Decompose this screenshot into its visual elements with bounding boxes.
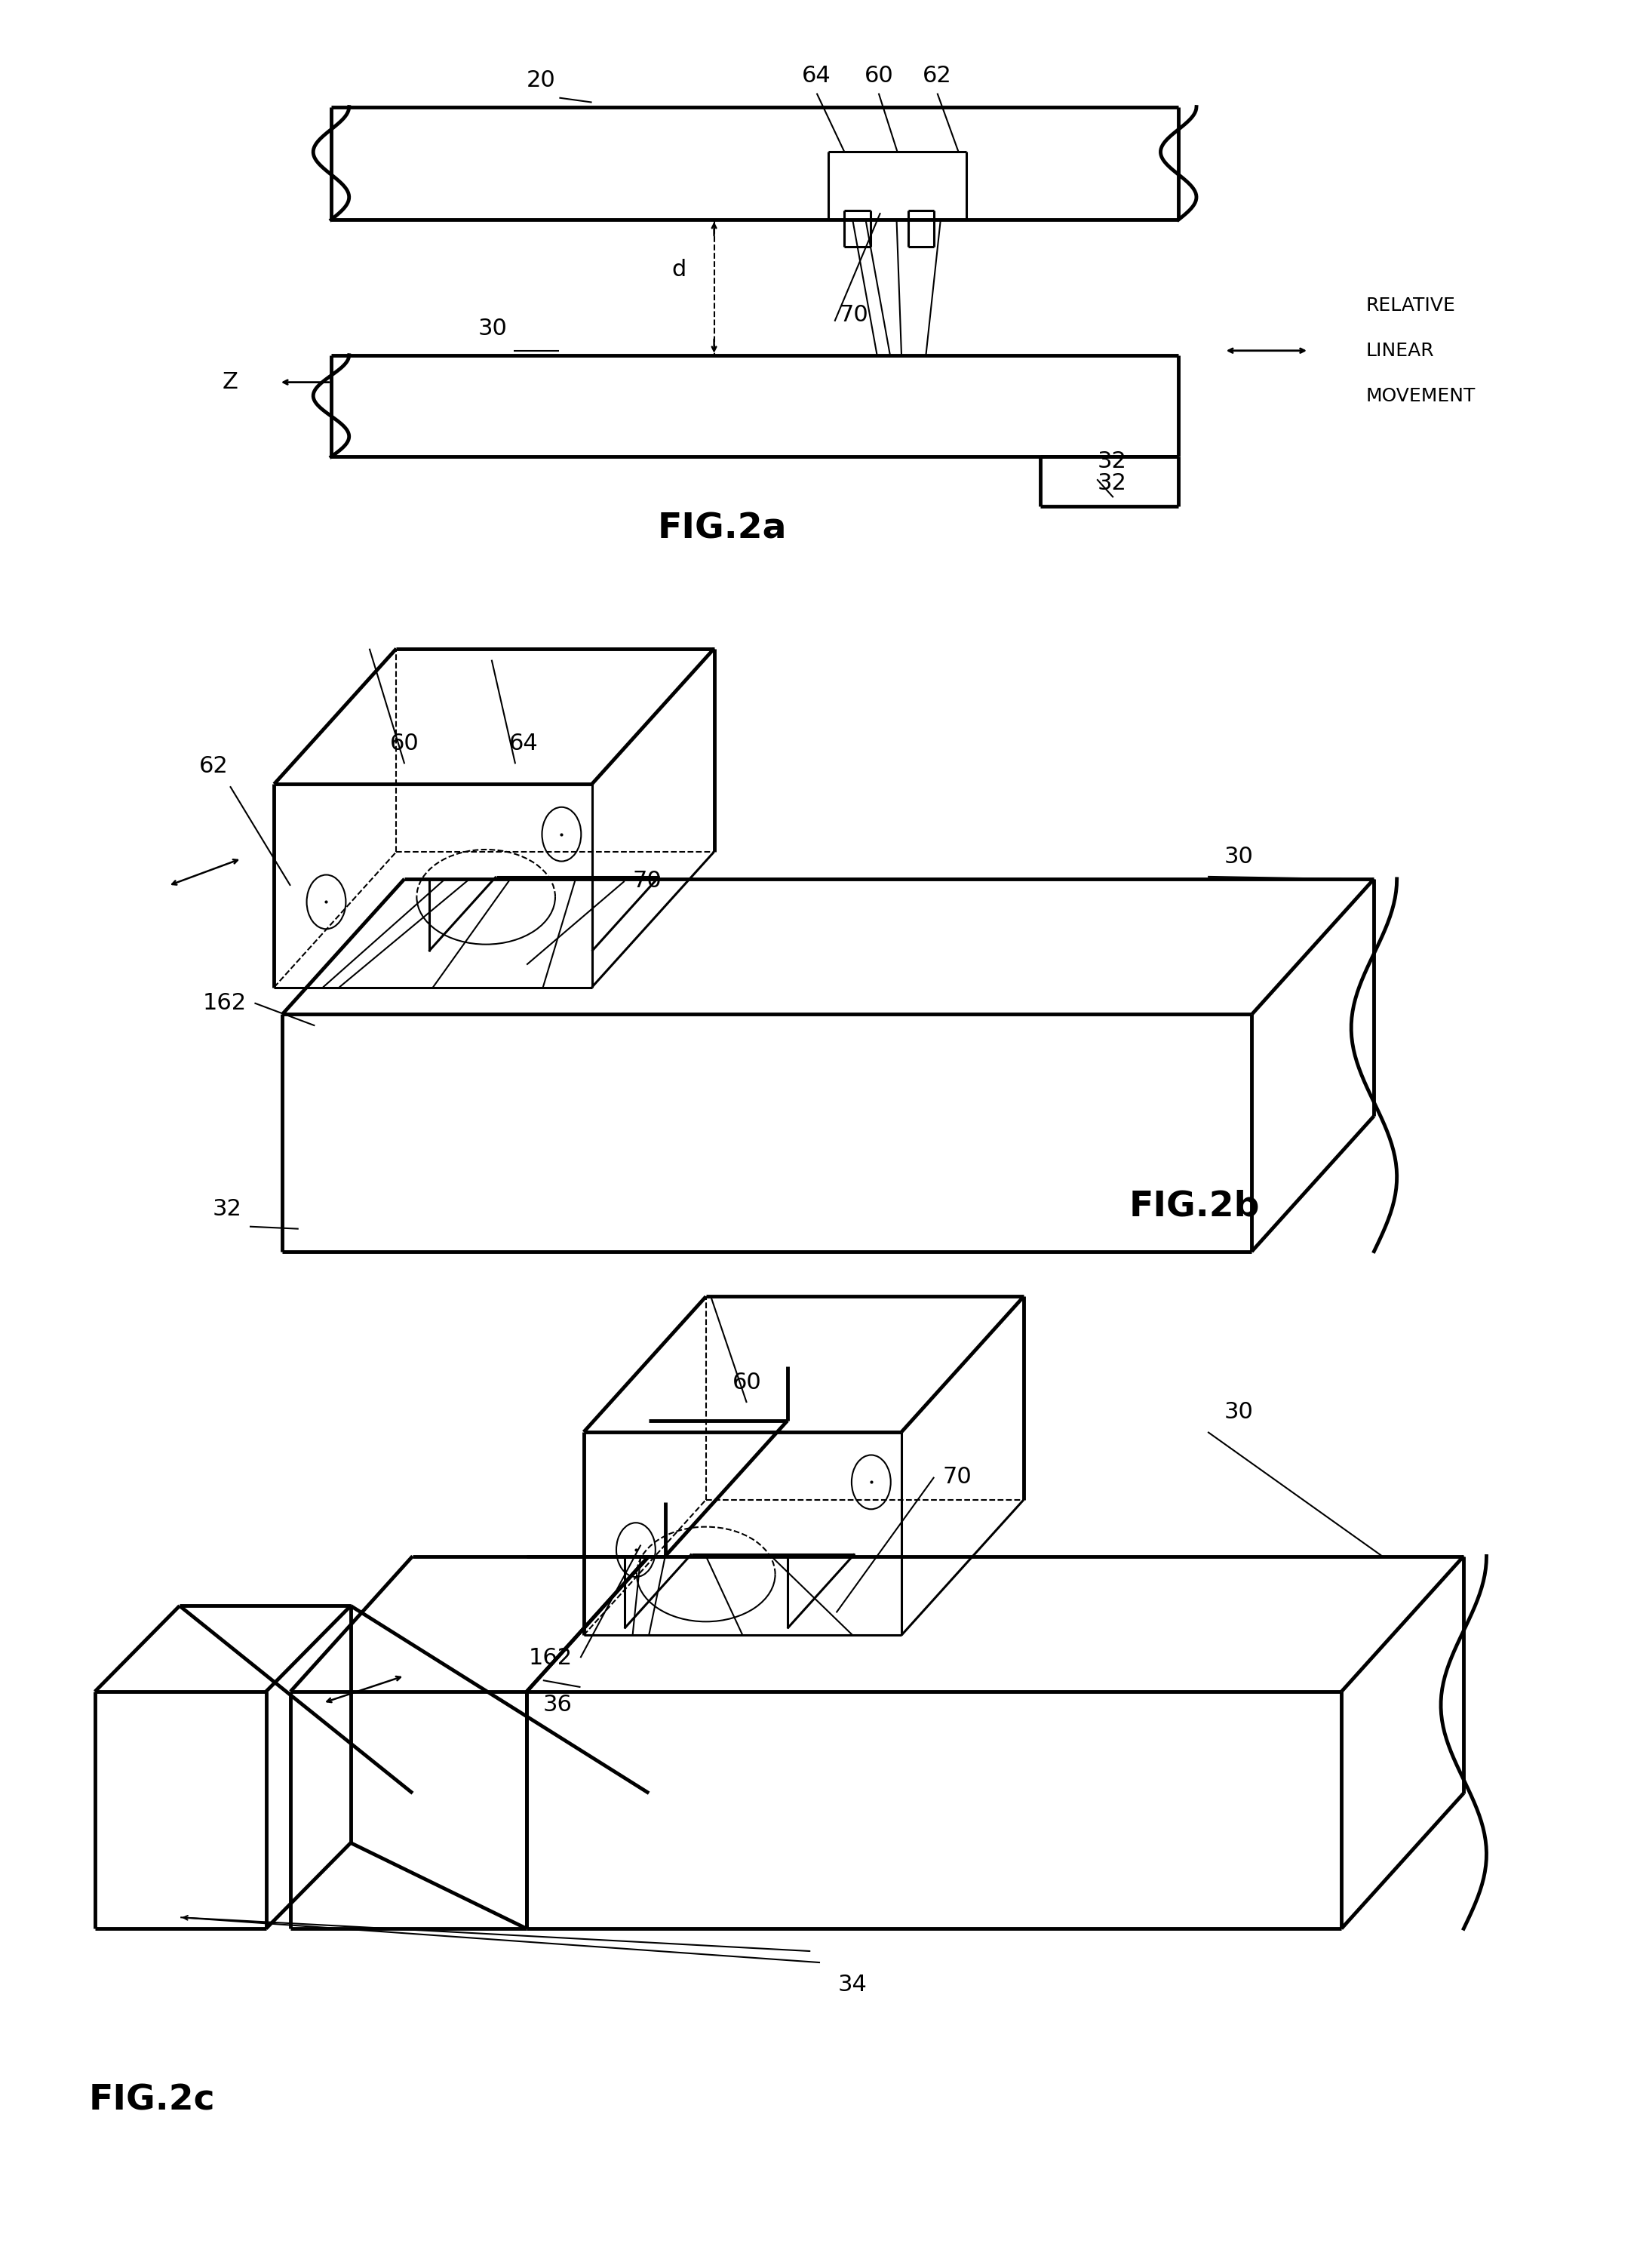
Text: MOVEMENT: MOVEMENT [1366, 388, 1476, 406]
Text: 162: 162 [203, 991, 246, 1014]
Text: FIG.2c: FIG.2c [89, 2084, 215, 2118]
Text: FIG.2a: FIG.2a [658, 513, 787, 547]
Text: 30: 30 [1223, 846, 1253, 869]
Text: 62: 62 [923, 64, 951, 86]
Text: 60: 60 [731, 1372, 761, 1393]
Text: 162: 162 [528, 1647, 572, 1669]
Text: 60: 60 [864, 64, 894, 86]
Text: FIG.2b: FIG.2b [1130, 1188, 1260, 1222]
Text: 34: 34 [838, 1973, 868, 1996]
Text: 62: 62 [198, 755, 228, 778]
Text: RELATIVE: RELATIVE [1366, 297, 1456, 315]
Text: 60: 60 [390, 733, 420, 755]
Text: Z: Z [223, 372, 238, 392]
Text: 70: 70 [943, 1465, 971, 1488]
Text: 20: 20 [526, 68, 556, 91]
Text: 70: 70 [840, 304, 869, 327]
Text: 32: 32 [1097, 451, 1127, 472]
Text: d: d [672, 259, 687, 281]
Text: 70: 70 [633, 871, 663, 891]
Text: 64: 64 [802, 64, 831, 86]
Text: 32: 32 [1097, 472, 1127, 494]
Text: 64: 64 [508, 733, 538, 755]
Text: 30: 30 [1223, 1402, 1253, 1422]
Text: 30: 30 [477, 318, 507, 340]
Text: 32: 32 [212, 1198, 241, 1220]
Text: LINEAR: LINEAR [1366, 342, 1435, 361]
Text: 36: 36 [543, 1694, 572, 1717]
